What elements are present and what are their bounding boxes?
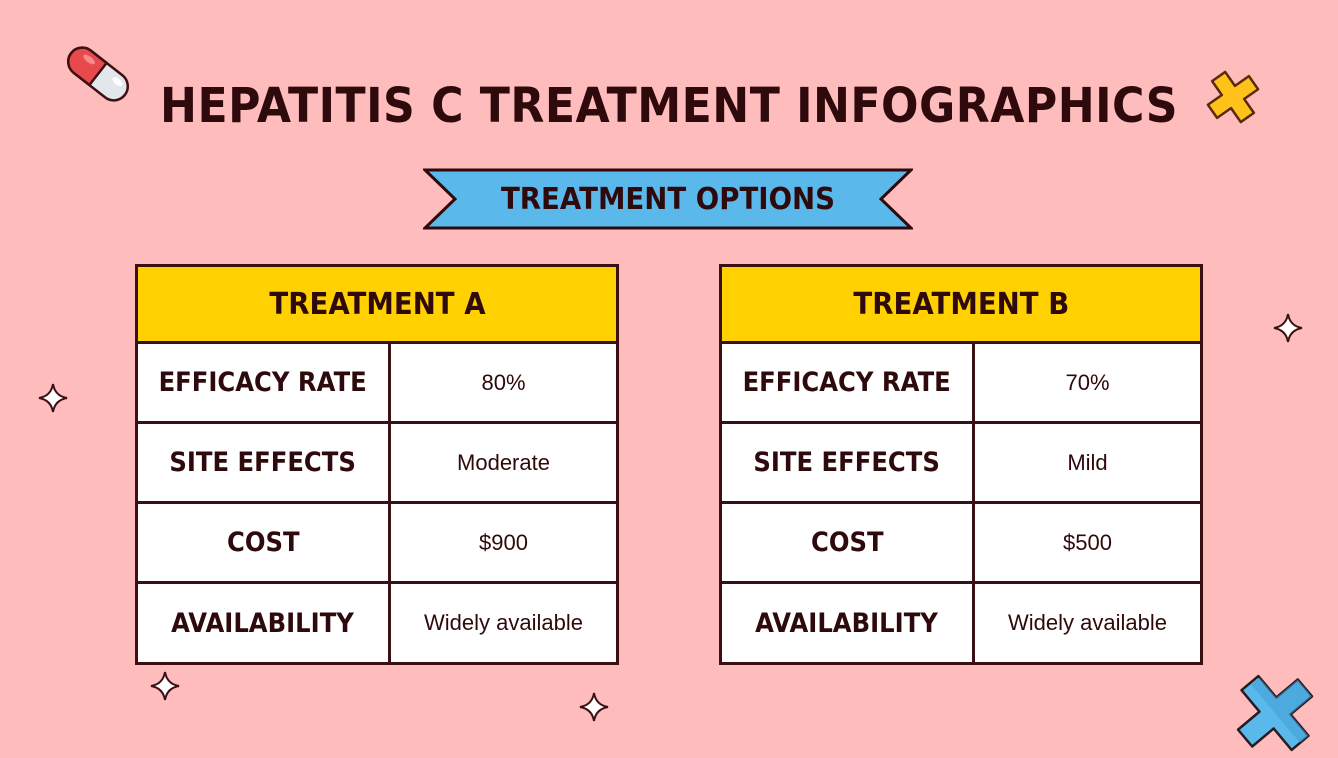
table-row: AVAILABILITY Widely available <box>722 584 1200 662</box>
row-label: EFFICACY RATE <box>138 344 391 421</box>
row-value: Widely available <box>1008 610 1167 635</box>
subtitle: TREATMENT OPTIONS <box>500 182 836 217</box>
table-row: EFFICACY RATE 80% <box>138 344 616 424</box>
yellow-plus-icon <box>1206 70 1260 124</box>
row-value: $900 <box>479 529 528 555</box>
row-value: Widely available <box>424 610 583 635</box>
table-row: EFFICACY RATE 70% <box>722 344 1200 424</box>
row-label: AVAILABILITY <box>722 584 975 662</box>
treatment-b-table: TREATMENT B EFFICACY RATE 70% SITE EFFEC… <box>719 264 1203 665</box>
row-label: SITE EFFECTS <box>722 424 975 501</box>
row-label: AVAILABILITY <box>138 584 391 662</box>
blue-plus-icon <box>1236 674 1314 752</box>
table-row: AVAILABILITY Widely available <box>138 584 616 662</box>
row-label: SITE EFFECTS <box>138 424 391 501</box>
row-value: $500 <box>1063 529 1112 555</box>
row-label: EFFICACY RATE <box>722 344 975 421</box>
pill-icon <box>66 46 130 102</box>
sparkle-icon <box>1273 313 1303 343</box>
row-value: 70% <box>1065 369 1110 395</box>
table-header: TREATMENT B <box>722 267 1200 344</box>
row-label: COST <box>722 504 975 581</box>
row-value: Moderate <box>457 449 550 475</box>
table-row: SITE EFFECTS Moderate <box>138 424 616 504</box>
row-value: 80% <box>481 369 526 395</box>
table-row: COST $900 <box>138 504 616 584</box>
row-label: COST <box>138 504 391 581</box>
ribbon-banner <box>423 168 913 230</box>
table-row: SITE EFFECTS Mild <box>722 424 1200 504</box>
table-row: COST $500 <box>722 504 1200 584</box>
sparkle-icon <box>579 692 609 722</box>
table-header: TREATMENT A <box>138 267 616 344</box>
row-value: Mild <box>1067 449 1108 475</box>
treatment-a-table: TREATMENT A EFFICACY RATE 80% SITE EFFEC… <box>135 264 619 665</box>
page-title: HEPATITIS C TREATMENT INFOGRAPHICS <box>160 78 1178 134</box>
sparkle-icon <box>150 671 180 701</box>
sparkle-icon <box>38 383 68 413</box>
